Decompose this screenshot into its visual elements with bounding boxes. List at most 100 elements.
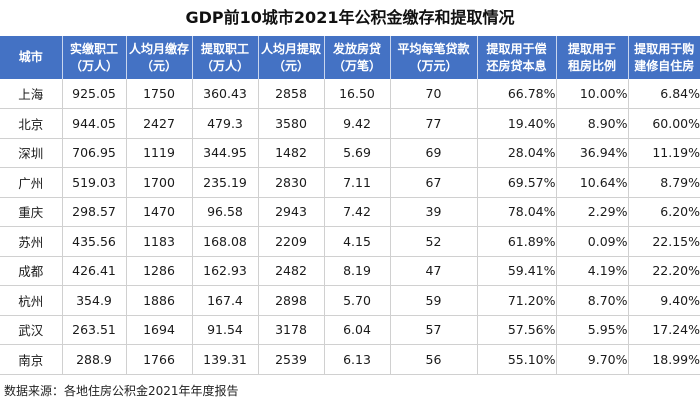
percent-cell: 66.78% [477, 79, 557, 109]
value-cell: 2858 [258, 79, 325, 109]
column-header: 提取用于 租房比例 [556, 36, 629, 79]
city-cell: 深圳 [0, 138, 63, 168]
column-header-line: 提取职工 [200, 41, 249, 56]
column-header: 发放房贷 （万笔） [324, 36, 391, 79]
value-cell: 7.42 [324, 197, 391, 227]
value-cell: 5.70 [324, 285, 391, 316]
column-header-line: 人均月缴存 [128, 41, 189, 56]
value-cell: 235.19 [192, 167, 259, 198]
value-cell: 9.42 [324, 108, 391, 139]
column-header-line: 发放房贷 [332, 41, 381, 56]
value-cell: 944.05 [62, 108, 127, 139]
percent-cell: 6.20% [628, 197, 700, 227]
header-row: 城市 实缴职工 （万人） 人均月缴存 （元） 提取职工 （万人） 人均月提取 （元） 发放房贷 （万… [0, 36, 700, 79]
percent-cell: 10.00% [556, 79, 629, 109]
percent-cell: 10.64% [556, 167, 629, 198]
percent-cell: 17.24% [628, 315, 700, 345]
column-header-line: 城市 [18, 50, 43, 64]
percent-cell: 4.19% [556, 256, 629, 286]
percent-cell: 60.00% [628, 108, 700, 139]
column-header-line: 提取用于 [567, 41, 616, 56]
value-cell: 354.9 [62, 285, 127, 316]
percent-cell: 55.10% [477, 344, 557, 375]
city-cell: 南京 [0, 344, 63, 375]
value-cell: 47 [390, 256, 478, 286]
table-row: 武汉 263.51 1694 91.54 3178 6.04 57 57.56% 5.95% 17… [0, 315, 700, 345]
value-cell: 39 [390, 197, 478, 227]
value-cell: 6.13 [324, 344, 391, 375]
value-cell: 69 [390, 138, 478, 168]
percent-cell: 69.57% [477, 167, 557, 198]
value-cell: 91.54 [192, 315, 259, 345]
column-header: 人均月缴存 （元） [126, 36, 193, 79]
value-cell: 139.31 [192, 344, 259, 375]
column-header: 提取用于购建修自住房 [628, 36, 700, 79]
value-cell: 1183 [126, 226, 193, 257]
percent-cell: 0.09% [556, 226, 629, 257]
value-cell: 2427 [126, 108, 193, 139]
percent-cell: 59.41% [477, 256, 557, 286]
column-header: 提取职工 （万人） [192, 36, 259, 79]
table-row: 苏州 435.56 1183 168.08 2209 4.15 52 61.89% 0.09% 2… [0, 226, 700, 257]
value-cell: 2482 [258, 256, 325, 286]
percent-cell: 8.70% [556, 285, 629, 316]
city-cell: 重庆 [0, 197, 63, 227]
data-table: 城市 实缴职工 （万人） 人均月缴存 （元） 提取职工 （万人） 人均月提取 （元） 发放房贷 （万… [0, 36, 700, 375]
value-cell: 426.41 [62, 256, 127, 286]
column-header-line: 平均每笔贷款 [397, 41, 470, 56]
value-cell: 5.69 [324, 138, 391, 168]
percent-cell: 6.84% [628, 79, 700, 109]
value-cell: 288.9 [62, 344, 127, 375]
percent-cell: 9.70% [556, 344, 629, 375]
value-cell: 3580 [258, 108, 325, 139]
column-header-line: 租房比例 [567, 58, 616, 73]
value-cell: 168.08 [192, 226, 259, 257]
value-cell: 162.93 [192, 256, 259, 286]
value-cell: 435.56 [62, 226, 127, 257]
table-row: 杭州 354.9 1886 167.4 2898 5.70 59 71.20% 8.70% 9.4… [0, 285, 700, 316]
value-cell: 1119 [126, 138, 193, 168]
column-header-line: 人均月提取 [260, 41, 321, 56]
city-cell: 杭州 [0, 285, 63, 316]
column-header-line: （万笔） [332, 58, 381, 73]
percent-cell: 57.56% [477, 315, 557, 345]
percent-cell: 19.40% [477, 108, 557, 139]
table-row: 成都 426.41 1286 162.93 2482 8.19 47 59.41% 4.19% 2… [0, 256, 700, 286]
percent-cell: 28.04% [477, 138, 557, 168]
value-cell: 2539 [258, 344, 325, 375]
column-header-line: 还房贷本息 [486, 58, 547, 73]
city-cell: 成都 [0, 256, 63, 286]
value-cell: 16.50 [324, 79, 391, 109]
value-cell: 7.11 [324, 167, 391, 198]
value-cell: 1470 [126, 197, 193, 227]
percent-cell: 61.89% [477, 226, 557, 257]
value-cell: 1750 [126, 79, 193, 109]
percent-cell: 11.19% [628, 138, 700, 168]
column-header: 提取用于偿 还房贷本息 [477, 36, 557, 79]
column-header-line: （元） [140, 58, 177, 73]
column-header-line: 建修自住房 [634, 58, 695, 73]
percent-cell: 9.40% [628, 285, 700, 316]
percent-cell: 18.99% [628, 344, 700, 375]
value-cell: 706.95 [62, 138, 127, 168]
percent-cell: 22.20% [628, 256, 700, 286]
value-cell: 925.05 [62, 79, 127, 109]
value-cell: 56 [390, 344, 478, 375]
column-header-line: 提取用于购 [634, 41, 695, 56]
value-cell: 519.03 [62, 167, 127, 198]
table-row: 上海 925.05 1750 360.43 2858 16.50 70 66.78% 10.00… [0, 79, 700, 109]
percent-cell: 22.15% [628, 226, 700, 257]
value-cell: 70 [390, 79, 478, 109]
value-cell: 298.57 [62, 197, 127, 227]
column-header: 平均每笔贷款 （万元） [390, 36, 478, 79]
percent-cell: 2.29% [556, 197, 629, 227]
value-cell: 1766 [126, 344, 193, 375]
value-cell: 263.51 [62, 315, 127, 345]
value-cell: 2943 [258, 197, 325, 227]
column-header: 实缴职工 （万人） [62, 36, 127, 79]
percent-cell: 8.79% [628, 167, 700, 198]
percent-cell: 5.95% [556, 315, 629, 345]
city-cell: 北京 [0, 108, 63, 139]
column-header: 城市 [0, 36, 63, 79]
